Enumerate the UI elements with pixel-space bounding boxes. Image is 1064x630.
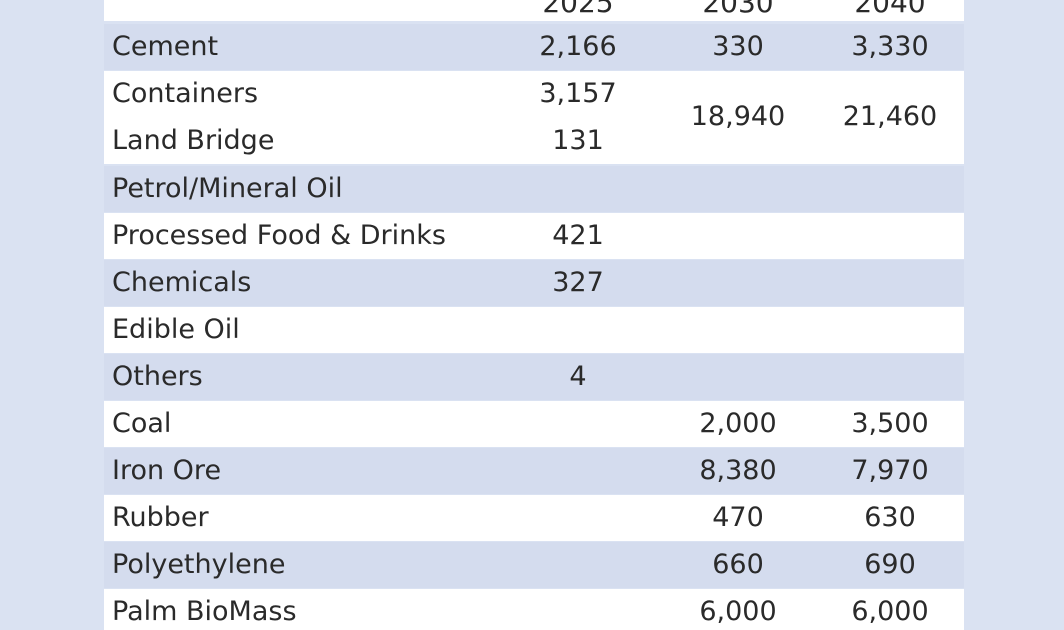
row-value-col-3: 3,330 — [851, 31, 929, 62]
header-col-1: 2025 — [542, 0, 614, 19]
row-value-col-3: 630 — [864, 502, 916, 533]
row-value-col-2: 8,380 — [699, 455, 777, 486]
table-row: Processed Food & Drinks 421 — [104, 213, 964, 259]
row-value-col-1: 421 — [552, 220, 604, 251]
row-label: Iron Ore — [112, 455, 222, 486]
table-row: Rubber 470 630 — [104, 495, 964, 541]
row-value-col-3: 690 — [864, 549, 916, 580]
header-col-2: 2030 — [702, 0, 774, 19]
merged-value-col-3: 21,460 — [842, 101, 938, 132]
row-label: Petrol/Mineral Oil — [112, 173, 343, 204]
row-label: Palm BioMass — [112, 596, 297, 627]
row-label: Polyethylene — [112, 549, 286, 580]
row-value-col-2: 660 — [712, 549, 764, 580]
row-value-col-1: 327 — [552, 267, 604, 298]
row-value-col-2: 6,000 — [699, 596, 777, 627]
row-value-col-3: 7,970 — [851, 455, 929, 486]
row-value-col-1: 4 — [569, 361, 587, 392]
row-label: Processed Food & Drinks — [112, 220, 446, 251]
row-value-col-2: 330 — [712, 31, 764, 62]
header-col-3: 2040 — [854, 0, 926, 19]
row-label: Coal — [112, 408, 172, 439]
row-label: Edible Oil — [112, 314, 240, 345]
row-label: Chemicals — [112, 267, 252, 298]
merged-value-col-2: 18,940 — [690, 101, 786, 132]
row-value-col-2: 2,000 — [699, 408, 777, 439]
row-value-col-3: 3,500 — [851, 408, 929, 439]
table-row: Palm BioMass 6,000 6,000 — [104, 589, 964, 630]
row-label: Rubber — [112, 502, 209, 533]
row-label: Others — [112, 361, 203, 392]
table-row: Coal 2,000 3,500 — [104, 401, 964, 447]
table-row: Iron Ore 8,380 7,970 — [104, 448, 964, 494]
table-header-row: 2025 2030 2040 — [104, 0, 964, 21]
table-row: Cement 2,166 330 3,330 — [104, 24, 964, 70]
row-value-col-1: 3,157 — [539, 78, 617, 109]
row-label: Cement — [112, 31, 219, 62]
table-row-group: Containers 3,157 Land Bridge 131 18,940 … — [104, 71, 964, 164]
row-value-col-1: 131 — [552, 125, 604, 156]
table-row: Polyethylene 660 690 — [104, 542, 964, 588]
row-label: Land Bridge — [112, 125, 275, 156]
row-value-col-1: 2,166 — [539, 31, 617, 62]
table-row: Chemicals 327 — [104, 260, 964, 306]
table-row: Petrol/Mineral Oil — [104, 166, 964, 212]
row-label: Containers — [112, 78, 259, 109]
table-row: Others 4 — [104, 354, 964, 400]
row-value-col-3: 6,000 — [851, 596, 929, 627]
table-row: Edible Oil — [104, 307, 964, 353]
row-value-col-2: 470 — [712, 502, 764, 533]
